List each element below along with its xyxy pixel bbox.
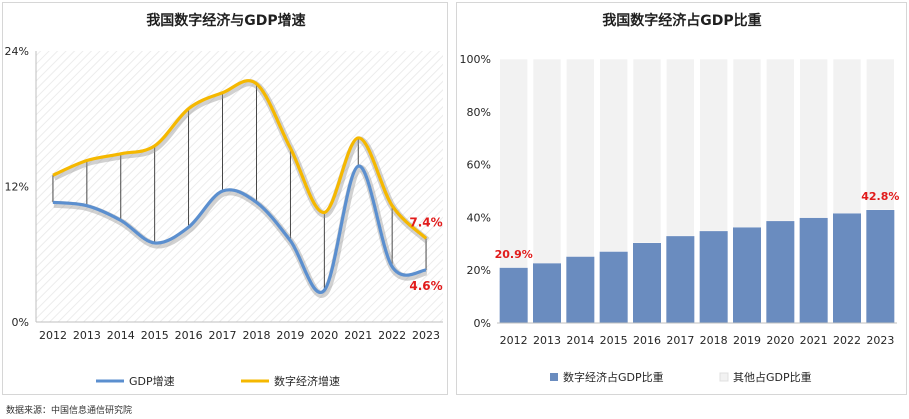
x-tick-label: 2012 [500,334,528,347]
bar-segment-other [866,58,895,211]
bar-segment-digital [766,221,795,323]
y-tick-label: 100% [460,53,491,66]
digital-economy-growth-line [52,79,428,240]
data-label: 20.9% [495,248,533,261]
y-tick-label: 40% [467,211,491,224]
bar-segment-digital [666,236,695,323]
bar-segment-digital [733,227,761,323]
x-tick-label: 2023 [866,334,894,347]
data-label: 42.8% [861,190,899,203]
x-tick-label: 2015 [600,334,628,347]
x-tick-label: 2020 [766,334,794,347]
bar-segment-digital [533,263,561,323]
bar-segment-digital [833,213,861,323]
chart-title: 我国数字经济与GDP增速 [146,12,305,29]
bar-segment-digital [799,217,828,323]
x-tick-label: 2021 [800,334,828,347]
legend-swatch [550,373,558,381]
y-tick-label: 60% [467,159,491,172]
legend-swatch [719,372,729,382]
legend-label: 数字经济占GDP比重 [563,370,664,384]
bar-segment-other [799,58,828,219]
bar-segment-other [699,58,728,232]
bar-segment-other [566,58,595,258]
bar-segment-digital [566,256,595,323]
bar-segment-other [499,58,528,269]
y-tick-label: 12% [5,181,29,194]
share-stacked-bar-chart: 我国数字经济占GDP比重 0% 20% 40% 60% 80% 100% 2012 2013 20… [460,12,900,384]
legend-label: 其他占GDP比重 [733,370,812,384]
bar-segment-digital [599,251,628,323]
x-tick-label: 2014 [566,334,594,347]
x-tick-label: 2017 [666,334,694,347]
bar-segment-digital [699,231,728,323]
data-label: 4.6% [409,279,442,293]
bar-segment-digital [633,243,661,323]
x-tick-label: 2020 [310,329,338,342]
bar-segment-other [832,58,862,214]
x-tick-label: 2013 [73,329,101,342]
x-tick-label: 2012 [39,329,67,342]
bar-segment-other [632,58,662,244]
chart-title: 我国数字经济占GDP比重 [602,12,761,29]
data-source-note: 数据来源：中国信息通信研究院 [6,406,133,416]
x-tick-label: 2015 [141,329,169,342]
data-label: 7.4% [409,215,442,229]
y-tick-label: 80% [467,106,491,119]
bar-segment-other [766,58,795,222]
share-bar-chart-panel: 我国数字经济占GDP比重 0% 20% 40% 60% 80% 100% 2012 2013 20… [456,2,907,395]
x-tick-label: 2013 [533,334,561,347]
bar-segment-digital [499,267,528,323]
x-tick-label: 2018 [242,329,270,342]
legend-label: 数字经济增速 [274,374,340,388]
legend-label: GDP增速 [129,374,175,388]
y-tick-label: 24% [5,45,29,58]
x-tick-label: 2016 [633,334,661,347]
bar-segment-other [599,58,628,253]
x-tick-label: 2018 [700,334,728,347]
bar-segment-other [732,58,762,228]
bar-segment-other [666,58,695,237]
x-tick-label: 2022 [378,329,406,342]
x-tick-label: 2016 [175,329,203,342]
growth-line-chart-panel: 我国数字经济与GDP增速 0% 12% 24% 2012 2013 2014 2015 2016… [2,2,448,395]
x-tick-label: 2017 [209,329,237,342]
x-tick-label: 2023 [412,329,440,342]
y-tick-label: 20% [467,264,491,277]
x-tick-label: 2022 [833,334,861,347]
growth-line-chart: 我国数字经济与GDP增速 0% 12% 24% 2012 2013 2014 2015 2016… [5,12,443,388]
plot-area-background [36,51,443,322]
y-tick-label: 0% [474,317,491,330]
x-tick-label: 2014 [107,329,135,342]
x-tick-label: 2019 [276,329,304,342]
gdp-growth-line [52,164,427,295]
x-tick-label: 2019 [733,334,761,347]
bar-segment-other [532,58,562,264]
x-tick-label: 2021 [344,329,372,342]
y-tick-label: 0% [12,316,29,329]
bar-segment-digital [866,210,895,323]
